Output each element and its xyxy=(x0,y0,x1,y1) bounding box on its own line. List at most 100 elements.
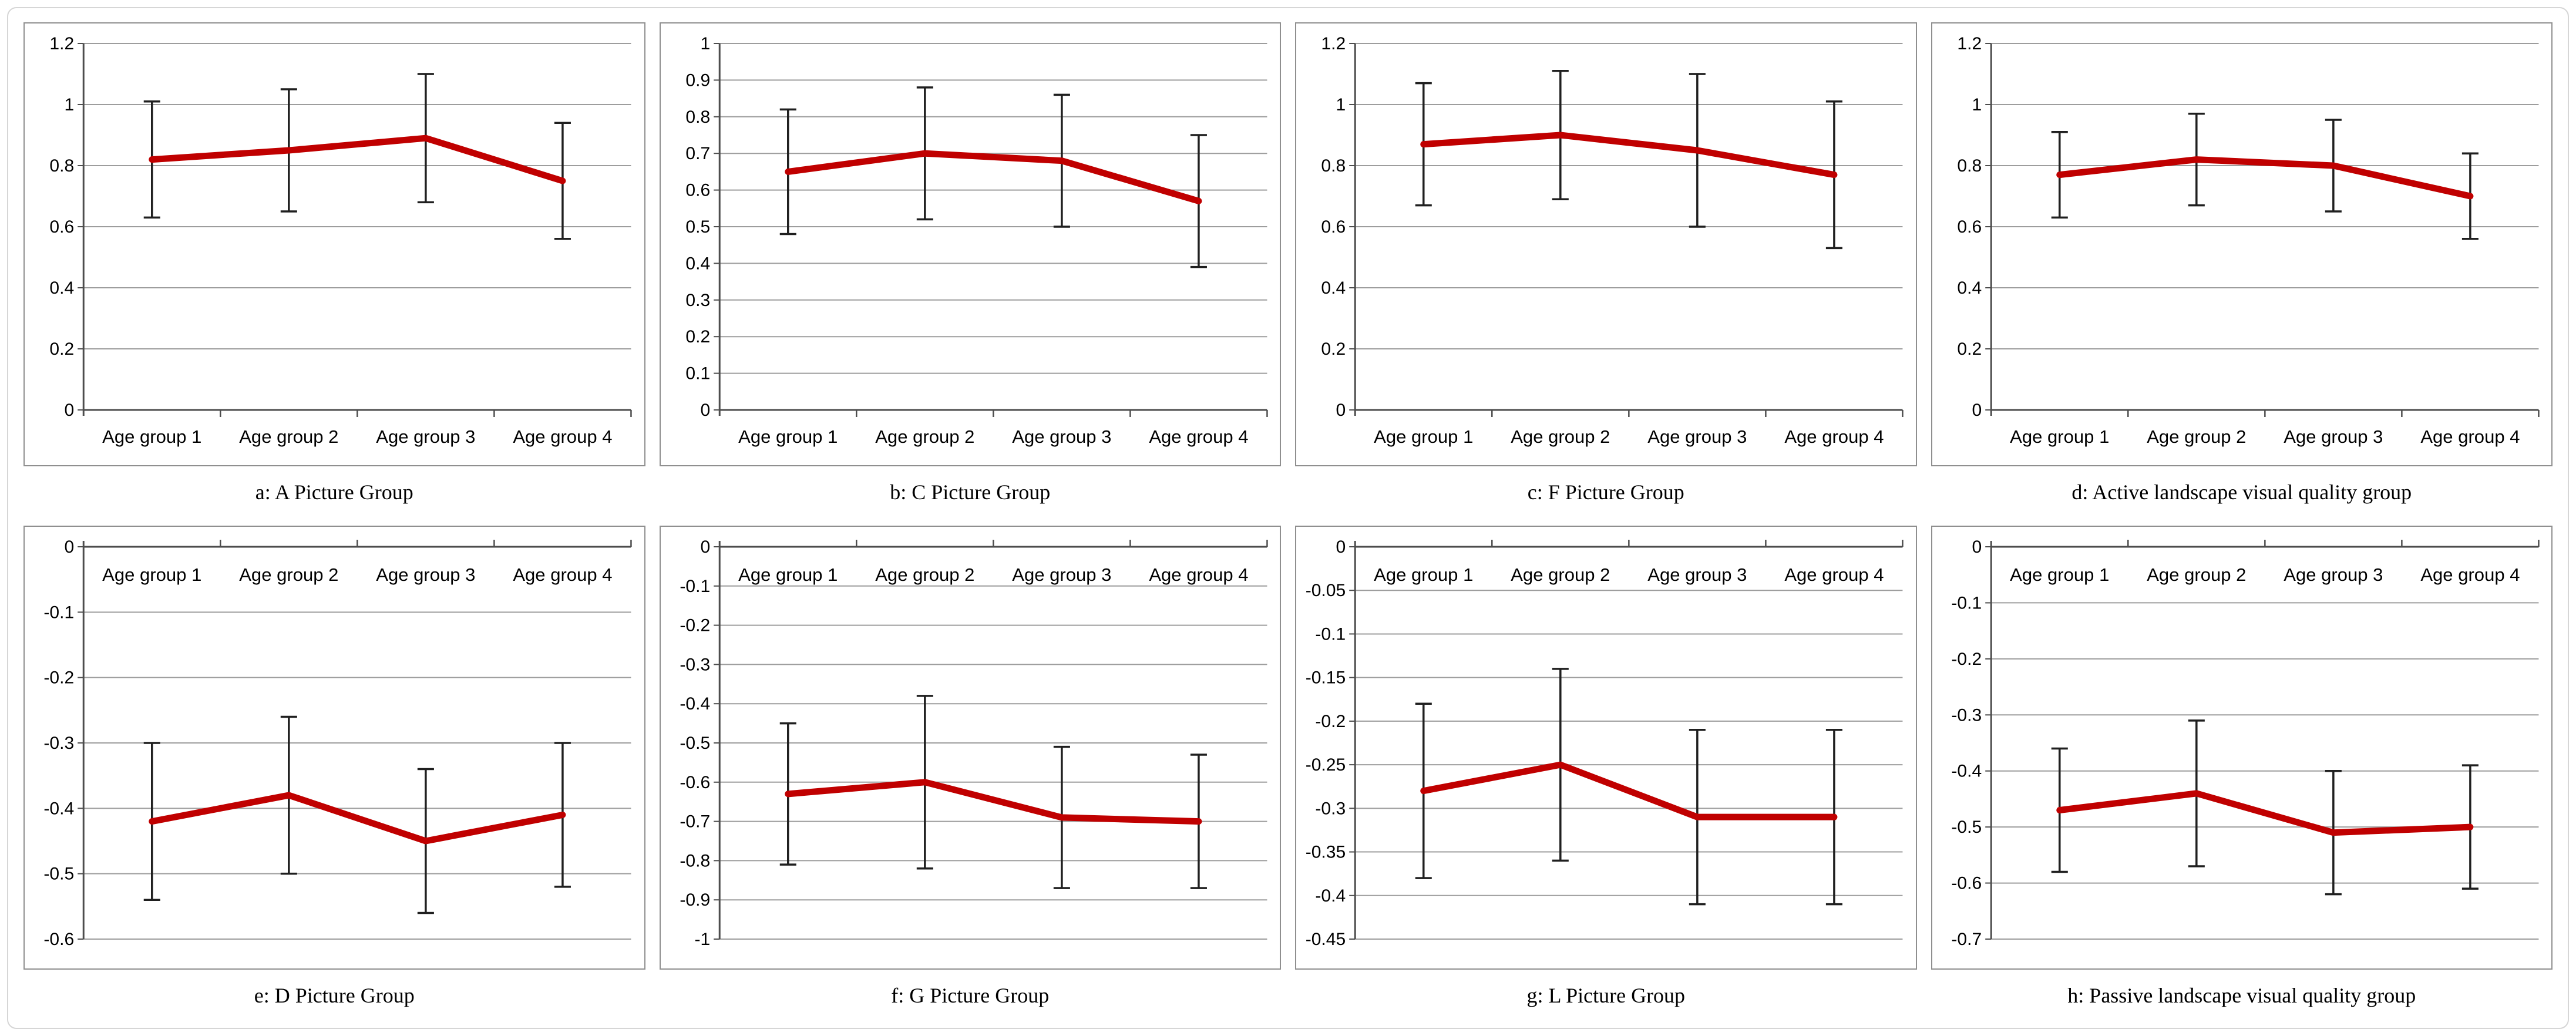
svg-text:0: 0 xyxy=(1972,401,1982,420)
chart-caption-f: f: G Picture Group xyxy=(891,984,1050,1008)
svg-text:0.6: 0.6 xyxy=(685,181,710,200)
chart-f: 0 -0.1 -0.2 -0.3 -0.4 -0.5 -0.6 -0.7 -0.8 -0.9 -1 A… xyxy=(661,527,1280,968)
svg-text:0: 0 xyxy=(700,401,710,420)
svg-text:0.8: 0.8 xyxy=(685,107,710,127)
svg-text:-0.9: -0.9 xyxy=(680,891,710,910)
svg-text:0.1: 0.1 xyxy=(685,364,710,384)
svg-text:-0.25: -0.25 xyxy=(1306,756,1346,775)
svg-text:-0.5: -0.5 xyxy=(1951,818,1982,837)
svg-text:0.5: 0.5 xyxy=(685,217,710,237)
svg-text:0.2: 0.2 xyxy=(1321,339,1346,359)
svg-text:Age group 4: Age group 4 xyxy=(1149,426,1248,447)
svg-text:0.4: 0.4 xyxy=(685,254,710,273)
svg-text:-0.8: -0.8 xyxy=(680,852,710,871)
svg-text:-0.1: -0.1 xyxy=(680,577,710,596)
svg-text:-0.6: -0.6 xyxy=(680,773,710,792)
chart-panel-b: 1 0.9 0.8 0.7 0.6 0.5 0.4 0.3 0.2 0.1 0 Age group 1… xyxy=(659,22,1281,466)
chart-cell-f: 0 -0.1 -0.2 -0.3 -0.4 -0.5 -0.6 -0.7 -0.8 -0.9 -1 A… xyxy=(659,526,1281,1029)
svg-text:1: 1 xyxy=(1336,95,1346,115)
svg-text:0.6: 0.6 xyxy=(49,217,74,237)
svg-text:0: 0 xyxy=(64,401,74,420)
svg-text:0: 0 xyxy=(1336,401,1346,420)
svg-text:Age group 4: Age group 4 xyxy=(513,564,612,585)
chart-caption-h: h: Passive landscape visual quality grou… xyxy=(2067,984,2416,1008)
svg-text:-0.7: -0.7 xyxy=(680,812,710,832)
svg-text:Age group 3: Age group 3 xyxy=(376,426,475,447)
chart-cell-a: 1.2 1 0.8 0.6 0.4 0.2 0 Age group 1 Age group 2 A… xyxy=(23,22,645,526)
svg-text:-0.3: -0.3 xyxy=(1951,706,1982,725)
svg-text:Age group 3: Age group 3 xyxy=(1012,426,1111,447)
svg-text:Age group 2: Age group 2 xyxy=(875,564,974,585)
svg-text:Age group 4: Age group 4 xyxy=(1784,564,1884,585)
chart-cell-c: 1.2 1 0.8 0.6 0.4 0.2 0 Age group 1 Age group 2 A… xyxy=(1295,22,1917,526)
svg-text:0.8: 0.8 xyxy=(49,156,74,176)
chart-panel-h: 0 -0.1 -0.2 -0.3 -0.4 -0.5 -0.6 -0.7 Age group 1… xyxy=(1931,526,2553,970)
chart-caption-d: d: Active landscape visual quality group xyxy=(2071,480,2412,504)
chart-caption-b: b: C Picture Group xyxy=(890,480,1051,504)
chart-panel-f: 0 -0.1 -0.2 -0.3 -0.4 -0.5 -0.6 -0.7 -0.8 -0.9 -1 A… xyxy=(659,526,1281,970)
chart-a: 1.2 1 0.8 0.6 0.4 0.2 0 Age group 1 Age group 2 A… xyxy=(25,23,644,465)
chart-d: 1.2 1 0.8 0.6 0.4 0.2 0 Age group 1 Age group 2 A… xyxy=(1932,23,2552,465)
svg-text:0: 0 xyxy=(1336,537,1346,557)
svg-text:0.7: 0.7 xyxy=(685,144,710,163)
svg-text:-0.2: -0.2 xyxy=(680,616,710,635)
svg-text:-0.2: -0.2 xyxy=(1951,650,1982,669)
svg-text:0.6: 0.6 xyxy=(1957,217,1982,237)
svg-text:1: 1 xyxy=(64,95,74,115)
svg-text:-0.1: -0.1 xyxy=(1315,625,1346,644)
svg-text:-0.4: -0.4 xyxy=(680,695,710,714)
svg-text:Age group 1: Age group 1 xyxy=(1374,564,1473,585)
svg-text:Age group 2: Age group 2 xyxy=(875,426,974,447)
svg-text:Age group 3: Age group 3 xyxy=(2284,564,2383,585)
svg-text:Age group 4: Age group 4 xyxy=(1149,564,1248,585)
svg-text:0.3: 0.3 xyxy=(685,291,710,310)
svg-text:Age group 1: Age group 1 xyxy=(102,426,201,447)
svg-text:Age group 1: Age group 1 xyxy=(738,564,838,585)
svg-text:1.2: 1.2 xyxy=(1321,34,1346,53)
svg-text:Age group 4: Age group 4 xyxy=(1784,426,1884,447)
chart-panel-c: 1.2 1 0.8 0.6 0.4 0.2 0 Age group 1 Age group 2 A… xyxy=(1295,22,1917,466)
svg-text:-1: -1 xyxy=(694,930,710,949)
svg-text:Age group 3: Age group 3 xyxy=(1647,564,1747,585)
svg-text:Age group 1: Age group 1 xyxy=(1374,426,1473,447)
chart-g: 0 -0.05 -0.1 -0.15 -0.2 -0.25 -0.3 -0.35 -0.4 -0.… xyxy=(1296,527,1916,968)
svg-text:Age group 3: Age group 3 xyxy=(376,564,475,585)
svg-text:Age group 3: Age group 3 xyxy=(2284,426,2383,447)
svg-text:0.8: 0.8 xyxy=(1957,156,1982,176)
svg-text:Age group 2: Age group 2 xyxy=(2147,426,2246,447)
chart-e: 0 -0.1 -0.2 -0.3 -0.4 -0.5 -0.6 Age group 1 Age … xyxy=(25,527,644,968)
svg-text:0: 0 xyxy=(64,537,74,557)
svg-text:-0.5: -0.5 xyxy=(43,865,74,884)
chart-grid: 1.2 1 0.8 0.6 0.4 0.2 0 Age group 1 Age group 2 A… xyxy=(23,22,2553,1030)
svg-text:-0.3: -0.3 xyxy=(680,655,710,675)
svg-text:1.2: 1.2 xyxy=(49,34,74,53)
chart-cell-d: 1.2 1 0.8 0.6 0.4 0.2 0 Age group 1 Age group 2 A… xyxy=(1931,22,2553,526)
chart-c: 1.2 1 0.8 0.6 0.4 0.2 0 Age group 1 Age group 2 A… xyxy=(1296,23,1916,465)
chart-cell-b: 1 0.9 0.8 0.7 0.6 0.5 0.4 0.3 0.2 0.1 0 Age group 1… xyxy=(659,22,1281,526)
svg-text:Age group 1: Age group 1 xyxy=(102,564,201,585)
svg-text:Age group 2: Age group 2 xyxy=(1511,426,1610,447)
svg-text:0.2: 0.2 xyxy=(49,339,74,359)
chart-cell-e: 0 -0.1 -0.2 -0.3 -0.4 -0.5 -0.6 Age group 1 Age … xyxy=(23,526,645,1029)
svg-text:1: 1 xyxy=(700,34,710,53)
svg-text:-0.2: -0.2 xyxy=(43,668,74,688)
svg-text:0.8: 0.8 xyxy=(1321,156,1346,176)
chart-panel-d: 1.2 1 0.8 0.6 0.4 0.2 0 Age group 1 Age group 2 A… xyxy=(1931,22,2553,466)
svg-text:Age group 4: Age group 4 xyxy=(2420,426,2520,447)
svg-text:-0.35: -0.35 xyxy=(1306,843,1346,862)
svg-text:Age group 4: Age group 4 xyxy=(2420,564,2520,585)
chart-panel-g: 0 -0.05 -0.1 -0.15 -0.2 -0.25 -0.3 -0.35 -0.4 -0.… xyxy=(1295,526,1917,970)
chart-cell-h: 0 -0.1 -0.2 -0.3 -0.4 -0.5 -0.6 -0.7 Age group 1… xyxy=(1931,526,2553,1029)
svg-text:-0.3: -0.3 xyxy=(1315,799,1346,819)
svg-text:-0.5: -0.5 xyxy=(680,734,710,753)
svg-text:0.4: 0.4 xyxy=(1957,278,1982,298)
svg-text:Age group 2: Age group 2 xyxy=(1511,564,1610,585)
chart-caption-e: e: D Picture Group xyxy=(254,984,415,1008)
svg-text:Age group 2: Age group 2 xyxy=(239,564,338,585)
chart-cell-g: 0 -0.05 -0.1 -0.15 -0.2 -0.25 -0.3 -0.35 -0.4 -0.… xyxy=(1295,526,1917,1029)
chart-panel-e: 0 -0.1 -0.2 -0.3 -0.4 -0.5 -0.6 Age group 1 Age … xyxy=(23,526,645,970)
svg-text:Age group 4: Age group 4 xyxy=(513,426,612,447)
svg-text:Age group 1: Age group 1 xyxy=(2010,426,2109,447)
chart-caption-g: g: L Picture Group xyxy=(1526,984,1686,1008)
